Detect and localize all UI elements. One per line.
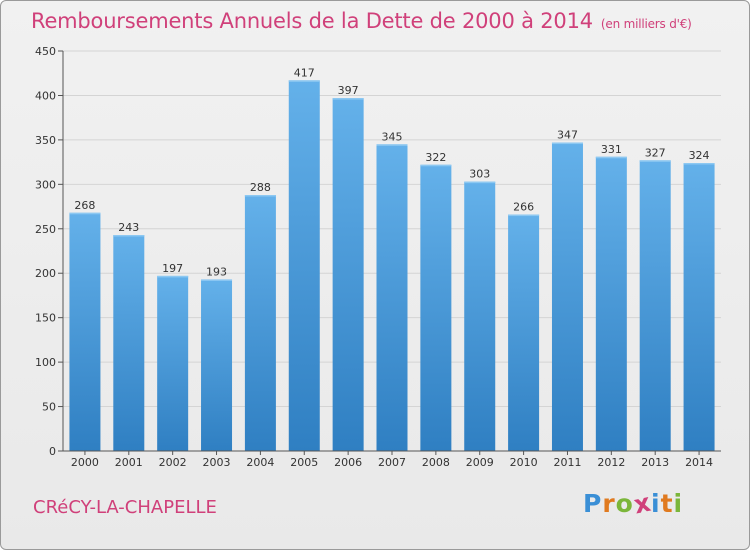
bar-highlight — [157, 275, 189, 278]
x-tick-label: 2010 — [510, 456, 538, 469]
bar-highlight — [683, 163, 715, 165]
x-tick-label: 2001 — [115, 456, 143, 469]
bar-highlight — [332, 98, 364, 100]
axis-layer: 0 50 100 150 200 250 300 350 400 450 2000 2001 2002 2… — [35, 45, 721, 469]
data-label: 347 — [557, 129, 578, 142]
data-label: 193 — [206, 265, 227, 278]
y-tick-label: 450 — [35, 45, 56, 58]
unit-note: (en milliers d'€) — [600, 17, 692, 31]
logo-letter: t — [660, 489, 674, 518]
bar-highlight — [376, 144, 408, 146]
x-tick-label: 2000 — [71, 456, 99, 469]
data-label: 417 — [294, 66, 315, 79]
data-label: 345 — [382, 130, 403, 143]
x-tick-label: 2014 — [685, 456, 713, 469]
bar-2013[interactable] — [639, 160, 671, 452]
bar-highlight — [639, 160, 671, 162]
y-tick-label: 150 — [35, 312, 56, 325]
bar-highlight — [595, 156, 627, 159]
y-tick-label: 0 — [49, 445, 56, 458]
bar-highlight — [464, 181, 496, 184]
x-tick-label: 2011 — [553, 456, 581, 469]
y-tick-label: 100 — [35, 356, 56, 369]
bar-highlight — [201, 279, 233, 281]
x-tick-label: 2006 — [334, 456, 362, 469]
x-tick-label: 2009 — [466, 456, 494, 469]
x-tick-label: 2004 — [246, 456, 274, 469]
x-tick-label: 2013 — [641, 456, 669, 469]
proxiti-logo[interactable]: Proxiti — [583, 488, 684, 520]
y-tick-label: 350 — [35, 134, 56, 147]
data-label: 324 — [689, 149, 710, 162]
chart-title: Remboursements Annuels de la Dette de 20… — [31, 9, 692, 33]
logo-letter: r — [602, 489, 616, 518]
bar-2011[interactable] — [551, 142, 583, 452]
y-tick-label: 400 — [35, 89, 56, 102]
bar-2008[interactable] — [420, 164, 452, 451]
bar-highlight — [508, 214, 540, 217]
data-label: 322 — [425, 151, 446, 164]
data-label: 266 — [513, 201, 534, 214]
y-tick-label: 200 — [35, 267, 56, 280]
y-tick-label: 300 — [35, 178, 56, 191]
bar-highlight — [69, 212, 101, 215]
bars-layer: 268 243 197 193 288 417 397 345 322 303 266 347 331 3… — [69, 66, 715, 452]
data-label: 197 — [162, 262, 183, 275]
data-label: 243 — [118, 221, 139, 234]
logo-letter: P — [583, 489, 603, 518]
bar-2010[interactable] — [508, 214, 540, 451]
title-text: Remboursements Annuels de la Dette de 20… — [31, 9, 593, 33]
bar-2000[interactable] — [69, 212, 101, 451]
bar-2009[interactable] — [464, 181, 496, 451]
commune-name: CRéCY-LA-CHAPELLE — [33, 497, 217, 518]
bar-2002[interactable] — [157, 275, 189, 451]
bar-2003[interactable] — [201, 279, 233, 451]
data-label: 331 — [601, 143, 622, 156]
bar-2007[interactable] — [376, 144, 408, 452]
bar-highlight — [244, 195, 276, 197]
bar-2014[interactable] — [683, 163, 715, 451]
x-tick-label: 2002 — [159, 456, 187, 469]
x-tick-label: 2007 — [378, 456, 406, 469]
logo-letter: i — [651, 489, 661, 518]
data-label: 288 — [250, 181, 271, 194]
data-label: 327 — [645, 146, 666, 159]
y-tick-label: 250 — [35, 223, 56, 236]
bar-2006[interactable] — [332, 98, 364, 451]
bar-highlight — [288, 80, 320, 82]
x-tick-label: 2008 — [422, 456, 450, 469]
bar-highlight — [113, 235, 145, 237]
x-tick-label: 2005 — [290, 456, 318, 469]
bar-highlight — [420, 164, 452, 167]
bar-2012[interactable] — [595, 156, 627, 451]
logo-letter: o — [615, 489, 634, 518]
bar-highlight — [551, 142, 583, 145]
data-label: 268 — [74, 199, 95, 212]
logo-letter: i — [673, 489, 684, 518]
bar-2005[interactable] — [288, 80, 320, 451]
y-tick-label: 50 — [42, 401, 56, 414]
x-tick-label: 2003 — [203, 456, 231, 469]
bar-2001[interactable] — [113, 235, 145, 451]
x-tick-label: 2012 — [597, 456, 625, 469]
data-label: 303 — [469, 168, 490, 181]
data-label: 397 — [338, 84, 359, 97]
bar-2004[interactable] — [244, 195, 276, 451]
